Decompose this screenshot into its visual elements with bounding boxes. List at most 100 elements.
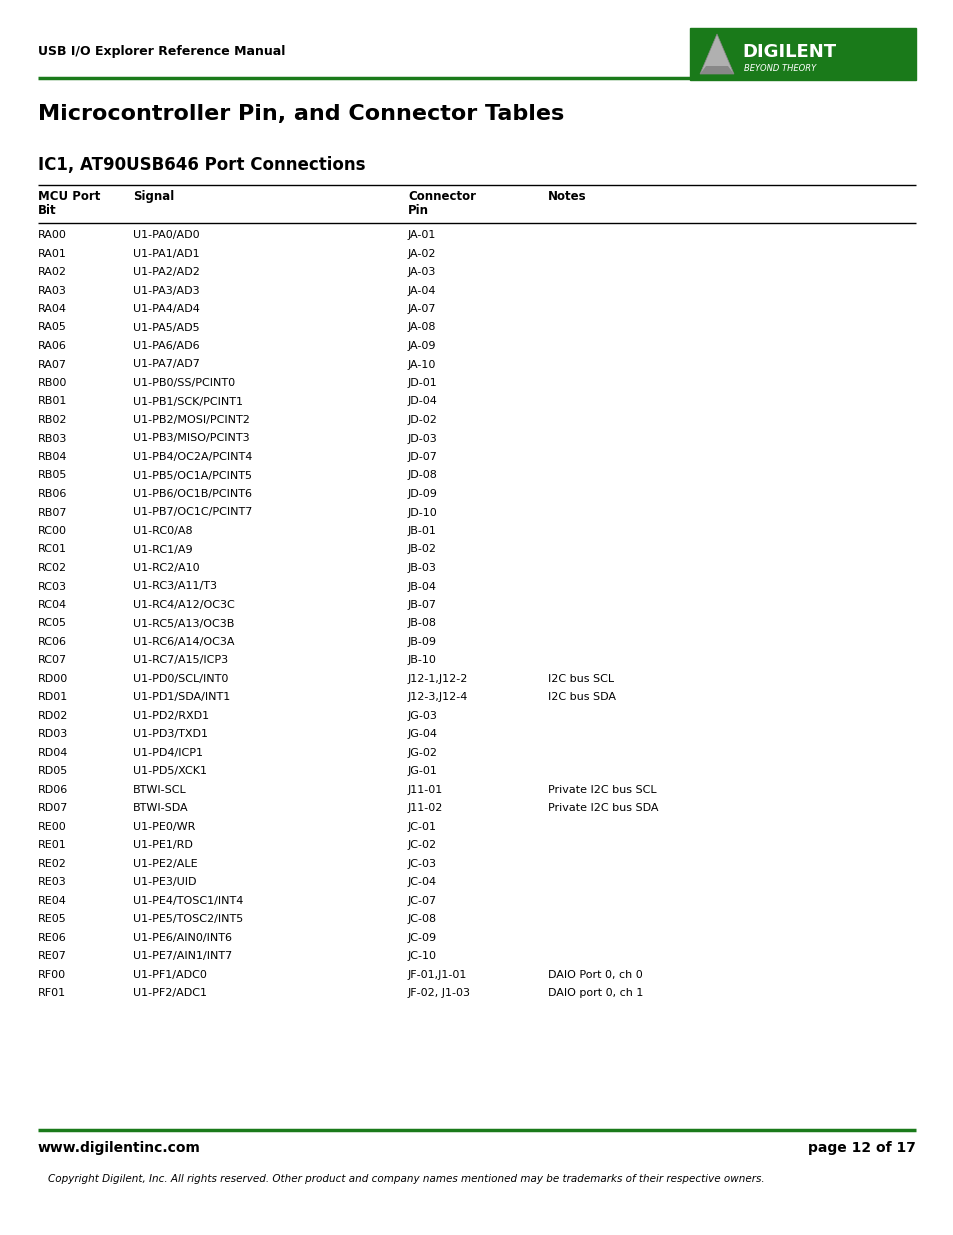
Text: www.digilentinc.com: www.digilentinc.com xyxy=(38,1141,201,1155)
Text: DAIO Port 0, ch 0: DAIO Port 0, ch 0 xyxy=(547,969,642,981)
Text: U1-PD0/SCL/INT0: U1-PD0/SCL/INT0 xyxy=(132,674,228,684)
Text: JC-10: JC-10 xyxy=(408,951,436,962)
Text: JF-02, J1-03: JF-02, J1-03 xyxy=(408,988,471,999)
Text: RE03: RE03 xyxy=(38,878,67,888)
Text: RE06: RE06 xyxy=(38,932,67,944)
Text: USB I/O Explorer Reference Manual: USB I/O Explorer Reference Manual xyxy=(38,44,285,58)
Text: JD-10: JD-10 xyxy=(408,508,437,517)
Text: U1-PE3/UID: U1-PE3/UID xyxy=(132,878,196,888)
Polygon shape xyxy=(700,65,733,74)
Text: RC03: RC03 xyxy=(38,582,67,592)
Text: RE00: RE00 xyxy=(38,823,67,832)
Text: U1-RC2/A10: U1-RC2/A10 xyxy=(132,563,199,573)
Text: IC1, AT90USB646 Port Connections: IC1, AT90USB646 Port Connections xyxy=(38,156,365,174)
Text: MCU Port: MCU Port xyxy=(38,190,100,203)
Text: Copyright Digilent, Inc. All rights reserved. Other product and company names me: Copyright Digilent, Inc. All rights rese… xyxy=(48,1174,763,1184)
Text: Microcontroller Pin, and Connector Tables: Microcontroller Pin, and Connector Table… xyxy=(38,104,563,124)
Text: RE07: RE07 xyxy=(38,951,67,962)
Text: JA-01: JA-01 xyxy=(408,230,436,240)
Text: JA-09: JA-09 xyxy=(408,341,436,351)
Text: RB01: RB01 xyxy=(38,396,68,406)
Text: U1-PB4/OC2A/PCINT4: U1-PB4/OC2A/PCINT4 xyxy=(132,452,253,462)
Text: JB-04: JB-04 xyxy=(408,582,436,592)
Text: RE01: RE01 xyxy=(38,841,67,851)
Text: JB-08: JB-08 xyxy=(408,619,436,629)
Text: J12-1,J12-2: J12-1,J12-2 xyxy=(408,674,468,684)
Text: JF-01,J1-01: JF-01,J1-01 xyxy=(408,969,467,981)
Text: U1-PB0/SS/PCINT0: U1-PB0/SS/PCINT0 xyxy=(132,378,234,388)
Text: JB-02: JB-02 xyxy=(408,545,436,555)
Text: JG-01: JG-01 xyxy=(408,767,437,777)
Text: JC-02: JC-02 xyxy=(408,841,436,851)
Text: U1-PB1/SCK/PCINT1: U1-PB1/SCK/PCINT1 xyxy=(132,396,243,406)
Text: Signal: Signal xyxy=(132,190,174,203)
Text: JB-07: JB-07 xyxy=(408,600,436,610)
Text: U1-PE6/AIN0/INT6: U1-PE6/AIN0/INT6 xyxy=(132,932,232,944)
Text: RA06: RA06 xyxy=(38,341,67,351)
Text: U1-PB6/OC1B/PCINT6: U1-PB6/OC1B/PCINT6 xyxy=(132,489,252,499)
Text: RA07: RA07 xyxy=(38,359,67,369)
Text: RB05: RB05 xyxy=(38,471,68,480)
Text: Connector: Connector xyxy=(408,190,476,203)
Text: U1-PA7/AD7: U1-PA7/AD7 xyxy=(132,359,200,369)
Text: JB-03: JB-03 xyxy=(408,563,436,573)
Text: U1-PE2/ALE: U1-PE2/ALE xyxy=(132,860,197,869)
Text: JC-07: JC-07 xyxy=(408,897,436,906)
Text: JA-10: JA-10 xyxy=(408,359,436,369)
Text: U1-PB3/MISO/PCINT3: U1-PB3/MISO/PCINT3 xyxy=(132,433,250,443)
Text: JG-02: JG-02 xyxy=(408,748,437,758)
Text: J11-02: J11-02 xyxy=(408,804,443,814)
Text: page 12 of 17: page 12 of 17 xyxy=(807,1141,915,1155)
Text: RC00: RC00 xyxy=(38,526,67,536)
Text: JC-09: JC-09 xyxy=(408,932,436,944)
Text: U1-PE1/RD: U1-PE1/RD xyxy=(132,841,193,851)
Text: RF01: RF01 xyxy=(38,988,66,999)
Text: JG-03: JG-03 xyxy=(408,711,437,721)
Text: JA-07: JA-07 xyxy=(408,304,436,314)
Text: U1-PD3/TXD1: U1-PD3/TXD1 xyxy=(132,730,208,740)
Text: JD-07: JD-07 xyxy=(408,452,437,462)
Text: JA-08: JA-08 xyxy=(408,322,436,332)
Text: U1-PA0/AD0: U1-PA0/AD0 xyxy=(132,230,199,240)
Text: JG-04: JG-04 xyxy=(408,730,437,740)
Text: RF00: RF00 xyxy=(38,969,66,981)
Text: DIGILENT: DIGILENT xyxy=(741,43,835,61)
Text: BEYOND THEORY: BEYOND THEORY xyxy=(743,63,816,73)
Text: U1-PE5/TOSC2/INT5: U1-PE5/TOSC2/INT5 xyxy=(132,914,243,925)
Text: Private I2C bus SDA: Private I2C bus SDA xyxy=(547,804,658,814)
Text: JA-02: JA-02 xyxy=(408,248,436,258)
Text: U1-PD1/SDA/INT1: U1-PD1/SDA/INT1 xyxy=(132,693,230,703)
Text: RA02: RA02 xyxy=(38,267,67,277)
Text: U1-PF1/ADC0: U1-PF1/ADC0 xyxy=(132,969,207,981)
Polygon shape xyxy=(700,35,733,74)
Text: U1-PA1/AD1: U1-PA1/AD1 xyxy=(132,248,199,258)
Text: U1-RC1/A9: U1-RC1/A9 xyxy=(132,545,193,555)
Text: RB00: RB00 xyxy=(38,378,68,388)
Text: U1-PB5/OC1A/PCINT5: U1-PB5/OC1A/PCINT5 xyxy=(132,471,252,480)
Text: BTWI-SDA: BTWI-SDA xyxy=(132,804,189,814)
Text: RA01: RA01 xyxy=(38,248,67,258)
Text: U1-PA2/AD2: U1-PA2/AD2 xyxy=(132,267,200,277)
Text: RD02: RD02 xyxy=(38,711,69,721)
Text: U1-PA3/AD3: U1-PA3/AD3 xyxy=(132,285,199,295)
Text: RB04: RB04 xyxy=(38,452,68,462)
Text: RC07: RC07 xyxy=(38,656,67,666)
Text: J11-01: J11-01 xyxy=(408,785,443,795)
Text: I2C bus SDA: I2C bus SDA xyxy=(547,693,616,703)
Text: U1-PD2/RXD1: U1-PD2/RXD1 xyxy=(132,711,209,721)
Text: RA00: RA00 xyxy=(38,230,67,240)
Text: JC-08: JC-08 xyxy=(408,914,436,925)
Text: JB-09: JB-09 xyxy=(408,637,436,647)
Text: JD-01: JD-01 xyxy=(408,378,437,388)
Text: BTWI-SCL: BTWI-SCL xyxy=(132,785,187,795)
Text: JD-02: JD-02 xyxy=(408,415,437,425)
Text: U1-PE7/AIN1/INT7: U1-PE7/AIN1/INT7 xyxy=(132,951,232,962)
Text: RC04: RC04 xyxy=(38,600,67,610)
Text: U1-PA4/AD4: U1-PA4/AD4 xyxy=(132,304,200,314)
Text: JA-03: JA-03 xyxy=(408,267,436,277)
Text: U1-PD4/ICP1: U1-PD4/ICP1 xyxy=(132,748,203,758)
Text: U1-RC0/A8: U1-RC0/A8 xyxy=(132,526,193,536)
Text: J12-3,J12-4: J12-3,J12-4 xyxy=(408,693,468,703)
Text: U1-RC3/A11/T3: U1-RC3/A11/T3 xyxy=(132,582,216,592)
Text: JC-01: JC-01 xyxy=(408,823,436,832)
